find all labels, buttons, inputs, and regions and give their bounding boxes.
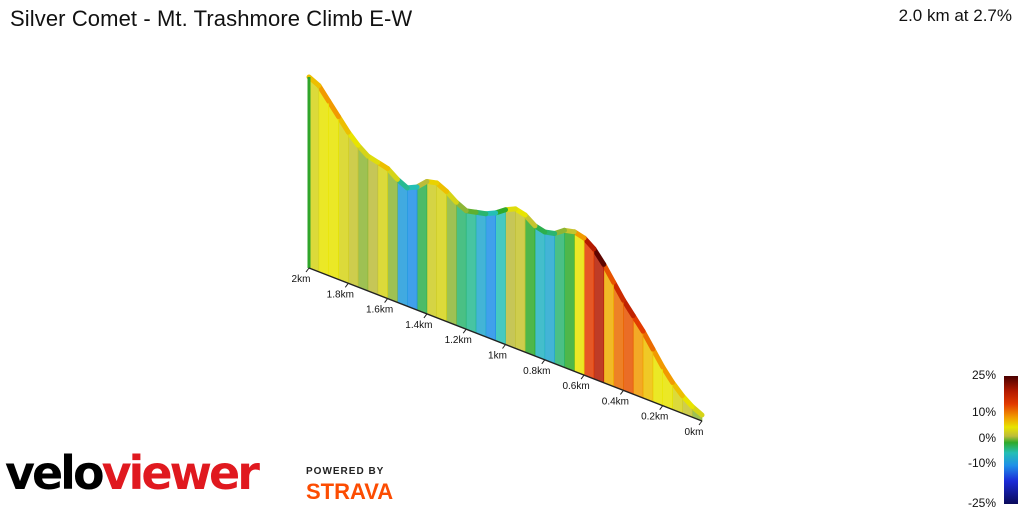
profile-segment (367, 155, 379, 296)
profile-top-edge (335, 114, 351, 135)
page-title: Silver Comet - Mt. Trashmore Climb E-W (10, 6, 413, 31)
profile-segment (485, 212, 497, 342)
scale-label-neg25: -25% (967, 496, 996, 510)
profile-top-edge (650, 346, 666, 370)
profile-segment (357, 144, 369, 292)
x-tick-label: 1km (488, 351, 507, 362)
profile-top-edge (345, 129, 361, 148)
profile-top-edge (660, 364, 676, 385)
profile-top-edge (670, 379, 685, 399)
strava-logo: STRAVA (306, 479, 394, 504)
profile-segment (583, 237, 595, 380)
x-tick-mark (305, 267, 310, 273)
profile-top-edge (591, 246, 607, 267)
profile-segment (456, 201, 467, 330)
profile-top-edge (326, 98, 341, 120)
profile-top-edge (640, 328, 656, 352)
x-tick-label: 1.4km (405, 320, 432, 331)
profile-segment (426, 181, 438, 319)
profile-segment (338, 115, 349, 284)
x-tick-mark (659, 405, 664, 411)
profile-ribbon (306, 74, 705, 422)
x-tick-label: 0.8km (523, 366, 550, 377)
segment-summary: 2.0 km at 2.7% (898, 6, 1012, 25)
x-tick-mark (423, 313, 428, 319)
x-tick-label: 0.6km (562, 381, 589, 392)
grade-color-bar (1004, 376, 1018, 504)
profile-segment (475, 211, 487, 338)
x-tick-mark (384, 298, 389, 303)
x-tick-mark (502, 344, 506, 349)
profile-segment (534, 225, 546, 361)
profile-segment (397, 178, 408, 307)
scale-label-25: 25% (971, 368, 996, 382)
profile-top-edge (316, 83, 332, 104)
x-tick-mark (462, 328, 467, 334)
profile-segment (446, 190, 457, 326)
profile-segment (406, 186, 418, 311)
profile-segment (377, 161, 388, 300)
x-tick-label: 2km (292, 274, 311, 285)
strava-badge[interactable]: POWERED BY STRAVA (306, 466, 393, 505)
profile-top-edge (620, 297, 636, 319)
x-tick-mark (580, 374, 585, 380)
profile-top-edge (611, 279, 626, 303)
profile-top-edge (601, 261, 617, 285)
x-tick-mark (541, 359, 546, 365)
profile-segment (495, 209, 506, 345)
x-tick-label: 0km (685, 427, 704, 438)
profile-segment (524, 214, 536, 357)
profile-segment (554, 229, 565, 368)
powered-by-text: POWERED BY (306, 466, 385, 477)
logo-velo: velo (5, 446, 105, 500)
profile-segment (505, 208, 516, 349)
x-tick-label: 1.2km (445, 335, 472, 346)
profile-segment (387, 167, 398, 303)
profile-segment (465, 210, 477, 334)
scale-label-10: 10% (971, 405, 996, 419)
scale-label-neg10: -10% (967, 456, 996, 470)
logo-viewer: viewer (101, 446, 260, 500)
profile-top-edge (306, 74, 322, 89)
x-tick-label: 0.4km (602, 396, 629, 407)
x-tick-label: 1.8km (327, 289, 354, 300)
profile-segment (593, 247, 605, 384)
grade-color-scale: 25% 10% 0% -10% -25% (948, 368, 1018, 510)
profile-segment (544, 231, 555, 365)
x-tick-mark (620, 390, 624, 395)
profile-segment (416, 180, 428, 315)
profile-segment (573, 231, 585, 376)
x-tick-mark (344, 282, 349, 288)
profile-segment (328, 99, 339, 280)
x-tick-mark (698, 420, 703, 426)
scale-label-0: 0% (978, 431, 996, 445)
profile-segment (347, 131, 359, 288)
profile-segment (514, 208, 526, 353)
profile-segment (318, 84, 330, 277)
profile-segment (436, 182, 447, 323)
x-tick-label: 0.2km (641, 412, 668, 423)
distance-axis-ticks: 0km 0.2km 0.4km 0.6km 0.8km 1km 1.2km 1.4km 1.6k… (292, 267, 704, 438)
profile-top-edge (630, 313, 646, 334)
profile-segment (564, 229, 575, 372)
veloviewer-logo[interactable]: veloviewer (5, 450, 260, 496)
x-tick-label: 1.6km (366, 305, 393, 316)
